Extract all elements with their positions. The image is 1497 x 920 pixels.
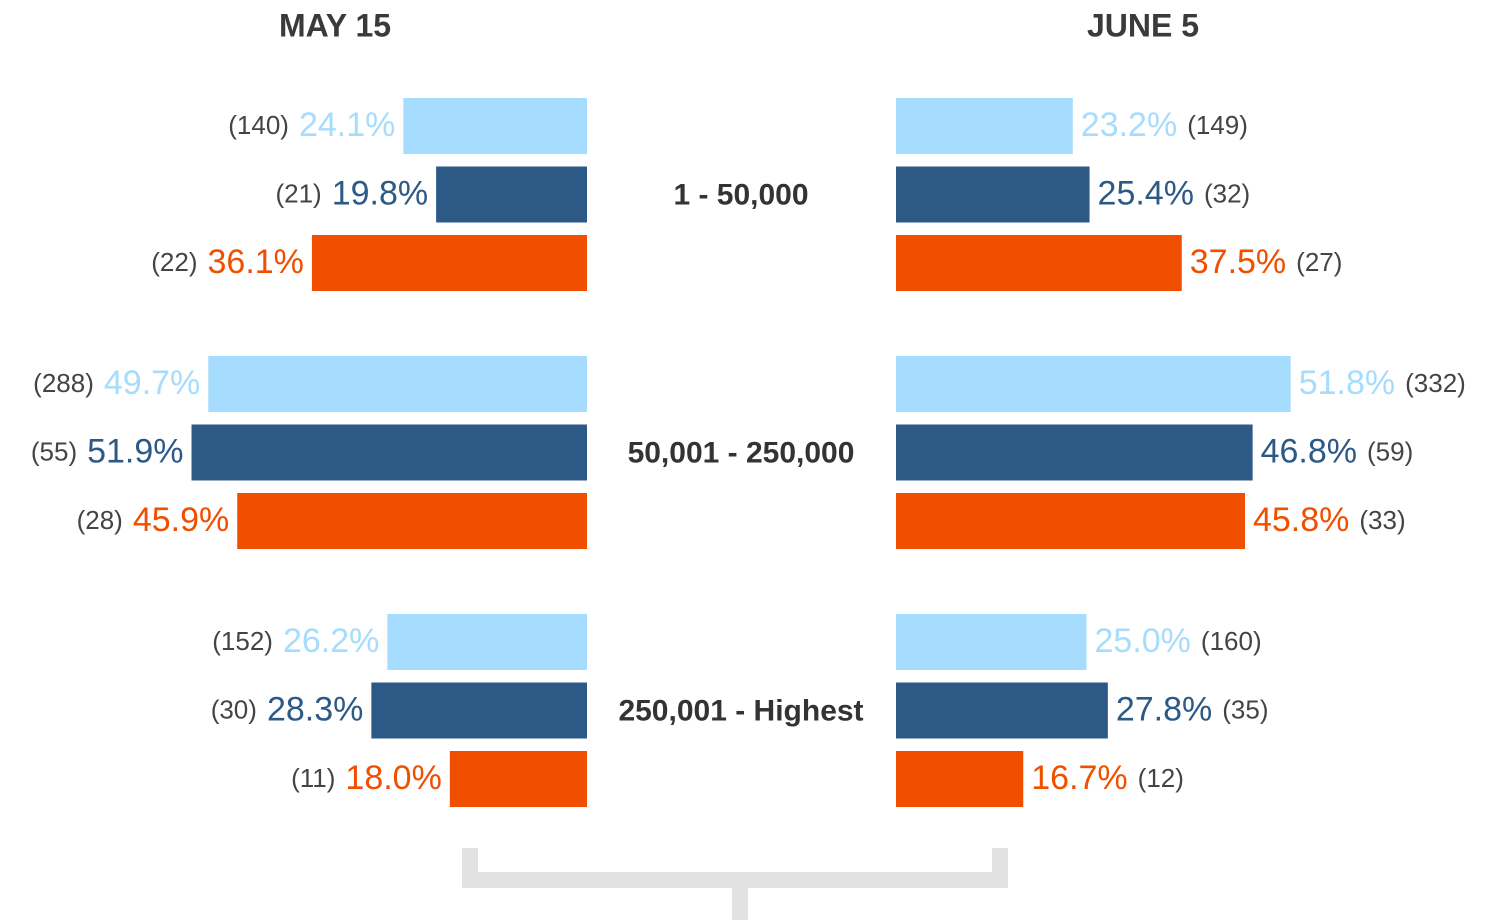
bar bbox=[896, 98, 1073, 154]
panel-title: JUNE 5 bbox=[1087, 7, 1199, 43]
count-label: (30) bbox=[211, 694, 257, 724]
bar bbox=[449, 751, 587, 807]
bar bbox=[237, 493, 587, 549]
count-label: (140) bbox=[228, 110, 289, 140]
value-label: 19.8% bbox=[332, 174, 428, 212]
value-label: 25.0% bbox=[1095, 622, 1191, 660]
category-label: 50,001 - 250,000 bbox=[628, 436, 855, 469]
category-label: 250,001 - Highest bbox=[618, 694, 863, 727]
count-label: (149) bbox=[1187, 110, 1248, 140]
bar bbox=[896, 493, 1245, 549]
value-label: 37.5% bbox=[1190, 243, 1286, 281]
bracket bbox=[462, 848, 1008, 920]
bar bbox=[896, 751, 1024, 807]
bar bbox=[896, 682, 1108, 739]
bar bbox=[896, 166, 1090, 223]
count-label: (160) bbox=[1201, 626, 1262, 656]
count-label: (32) bbox=[1204, 178, 1250, 208]
value-label: 27.8% bbox=[1116, 690, 1212, 728]
value-label: 51.9% bbox=[87, 432, 183, 470]
count-label: (35) bbox=[1222, 694, 1268, 724]
value-label: 49.7% bbox=[104, 364, 200, 402]
category-label: 1 - 50,000 bbox=[673, 178, 808, 211]
value-label: 25.4% bbox=[1098, 174, 1194, 212]
value-label: 16.7% bbox=[1031, 759, 1127, 797]
bar bbox=[896, 424, 1253, 481]
bar bbox=[896, 356, 1291, 412]
count-label: (11) bbox=[291, 763, 335, 793]
bar bbox=[371, 682, 587, 739]
count-label: (28) bbox=[77, 505, 123, 535]
bar bbox=[311, 235, 587, 291]
bar bbox=[403, 98, 587, 154]
count-label: (59) bbox=[1367, 436, 1413, 466]
value-label: 18.0% bbox=[345, 759, 441, 797]
value-label: 46.8% bbox=[1261, 432, 1357, 470]
bar bbox=[208, 356, 587, 412]
value-label: 28.3% bbox=[267, 690, 363, 728]
value-label: 45.9% bbox=[133, 501, 229, 539]
value-label: 45.8% bbox=[1253, 501, 1349, 539]
count-label: (288) bbox=[33, 368, 94, 398]
bar bbox=[387, 614, 587, 670]
value-label: 51.8% bbox=[1299, 364, 1395, 402]
bar bbox=[191, 424, 587, 481]
count-label: (33) bbox=[1359, 505, 1405, 535]
bar bbox=[896, 235, 1182, 291]
count-label: (27) bbox=[1296, 247, 1342, 277]
count-label: (22) bbox=[151, 247, 197, 277]
panel-title: MAY 15 bbox=[279, 7, 391, 43]
count-label: (21) bbox=[275, 178, 321, 208]
value-label: 23.2% bbox=[1081, 106, 1177, 144]
value-label: 26.2% bbox=[283, 622, 379, 660]
bar bbox=[436, 166, 587, 223]
count-label: (152) bbox=[212, 626, 273, 656]
bar bbox=[896, 614, 1087, 670]
value-label: 24.1% bbox=[299, 106, 395, 144]
bracket-line bbox=[462, 848, 1008, 888]
count-label: (332) bbox=[1405, 368, 1466, 398]
count-label: (12) bbox=[1138, 763, 1184, 793]
value-label: 36.1% bbox=[208, 243, 304, 281]
count-label: (55) bbox=[31, 436, 77, 466]
